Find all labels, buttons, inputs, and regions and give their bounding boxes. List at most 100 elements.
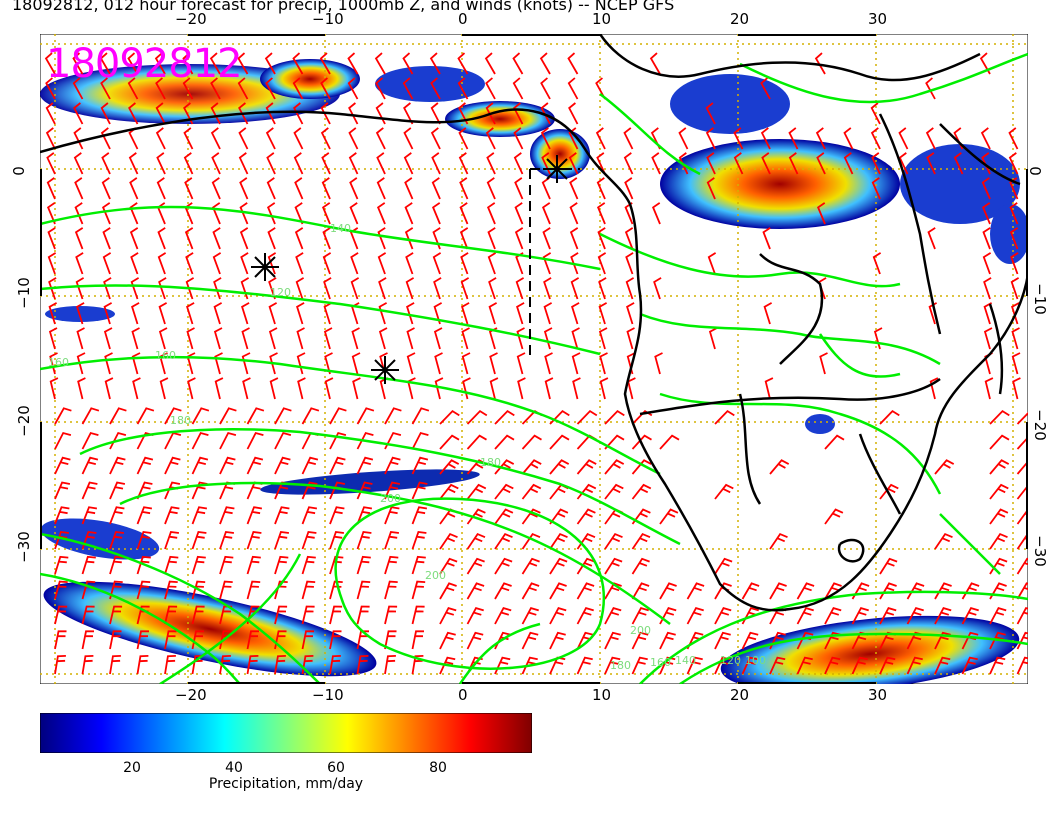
wind-barb [404, 177, 414, 200]
wind-barb [81, 431, 99, 450]
x-tick-top: 0 [458, 10, 468, 28]
wind-barb [100, 77, 111, 100]
wind-barb [100, 102, 111, 125]
wind-barb [760, 127, 771, 150]
wind-barb [191, 407, 210, 425]
wind-barb [156, 177, 166, 200]
wind-barb [961, 656, 978, 675]
wind-barb [159, 377, 169, 400]
wind-barb [378, 302, 388, 325]
wind-barb [625, 277, 635, 300]
wind-barb [631, 557, 650, 575]
wind-barb [185, 277, 195, 300]
wind-barb [322, 227, 331, 250]
wind-barb [348, 152, 359, 175]
wind-barb [494, 532, 513, 550]
wind-barb [569, 177, 579, 200]
wind-barb [274, 605, 288, 625]
wind-barb [521, 508, 541, 525]
wind-barb [269, 377, 279, 400]
wind-barb [461, 302, 470, 325]
wind-barb [46, 152, 56, 175]
wind-barb [246, 630, 259, 650]
wind-barb [109, 555, 124, 575]
wind-barb [540, 102, 551, 125]
wind-barb [274, 655, 286, 675]
wind-barb [824, 656, 841, 675]
wind-barb [484, 52, 496, 75]
wind-barb [73, 152, 84, 175]
wind-barb [539, 52, 551, 75]
wind-barb [576, 508, 596, 525]
wind-barb [294, 227, 304, 250]
wind-barb [542, 227, 551, 250]
x-tick-bottom: −10 [312, 686, 344, 704]
wind-barb [788, 127, 799, 150]
wind-barb [494, 434, 515, 450]
wind-barb [486, 202, 496, 225]
wind-barb [927, 227, 936, 250]
wind-barb [240, 252, 249, 275]
wind-barb [301, 506, 318, 525]
wind-barb [406, 302, 415, 325]
wind-barb [521, 557, 540, 575]
wind-barb [219, 555, 234, 575]
wind-barb [376, 152, 386, 175]
wind-barb [301, 481, 318, 500]
wind-barb [136, 506, 153, 525]
wind-barb [569, 227, 579, 250]
wind-barb [595, 127, 606, 150]
wind-barb [706, 152, 716, 175]
wind-barb [274, 555, 289, 575]
wind-barb [45, 77, 56, 100]
wind-barb [989, 483, 1009, 500]
wind-barb [128, 152, 139, 175]
contour-label: 140 [330, 222, 351, 235]
wind-barb [104, 377, 114, 400]
x-tick-top: −20 [175, 10, 207, 28]
wind-barb [384, 555, 399, 575]
wind-barb [238, 102, 249, 125]
wind-barb [213, 327, 223, 350]
wind-barb [403, 102, 414, 125]
wind-barb [136, 630, 149, 650]
contour-label: 180 [170, 414, 191, 427]
wind-barb [45, 102, 56, 125]
wind-barb [851, 656, 868, 675]
wind-barb [439, 607, 457, 625]
wind-barb [879, 656, 896, 675]
y-tick-left: −20 [14, 405, 33, 437]
wind-barb [164, 407, 182, 425]
wind-barb [296, 327, 305, 350]
wind-barb [384, 407, 402, 425]
wind-barb [269, 352, 278, 375]
wind-barb [631, 483, 652, 500]
wind-barb [356, 655, 369, 675]
wind-barb [989, 532, 1008, 550]
wind-barb [239, 227, 249, 250]
wind-barb [459, 177, 469, 200]
wind-barb [239, 202, 249, 225]
wind-barb [324, 352, 333, 375]
wind-barb [763, 302, 773, 325]
wind-barb [741, 582, 760, 600]
wind-barb [320, 77, 331, 100]
wind-barb [513, 127, 524, 150]
wind-barb [466, 631, 484, 650]
wind-barb [816, 202, 826, 225]
wind-barb [625, 252, 634, 275]
wind-barb [157, 252, 167, 275]
wind-barb [183, 127, 194, 150]
wind-barb [164, 580, 178, 600]
wind-barb [659, 582, 677, 600]
wind-barb [81, 555, 96, 575]
wind-barb [466, 483, 487, 500]
wind-barb [485, 102, 496, 125]
wind-barb [294, 177, 304, 200]
wind-barb [131, 302, 140, 325]
wind-barb [109, 531, 125, 550]
colorbar-tick: 40 [225, 760, 243, 776]
wind-barb [347, 52, 359, 75]
wind-barb [264, 52, 276, 75]
wind-barb [431, 152, 441, 175]
